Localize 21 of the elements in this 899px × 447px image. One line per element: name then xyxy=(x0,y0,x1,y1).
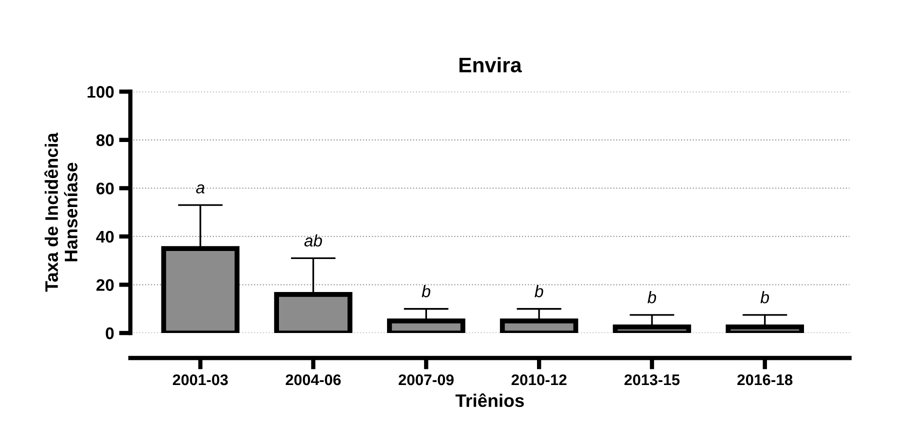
y-tick-label: 0 xyxy=(106,327,114,340)
x-tick-label: 2007-09 xyxy=(398,374,454,386)
x-tick-label: 2010-12 xyxy=(512,374,566,386)
annotation: a xyxy=(196,184,204,194)
x-tick-label: 2013-15 xyxy=(624,374,680,386)
y-tick-label: 40 xyxy=(96,230,114,243)
chart-title: Envira xyxy=(460,57,522,72)
x-tick-label: 2001-03 xyxy=(172,374,228,386)
annotation: b xyxy=(648,291,656,304)
annotation: b xyxy=(534,285,544,298)
x-axis-title: Triênios xyxy=(456,393,524,408)
y-tick-label: 80 xyxy=(96,134,114,146)
x-tick-label: 2016-18 xyxy=(737,374,792,386)
y-tick-label: 100 xyxy=(88,86,114,98)
annotation: b xyxy=(760,291,769,304)
x-tick-label: 2004-06 xyxy=(286,374,341,386)
y-tick-label: 20 xyxy=(96,279,114,291)
annotation: b xyxy=(422,285,430,298)
annotation: ab xyxy=(304,234,322,247)
y-axis-title: Taxa de Incidência Hanseníase xyxy=(44,132,78,292)
y-tick-label: 60 xyxy=(96,182,114,194)
